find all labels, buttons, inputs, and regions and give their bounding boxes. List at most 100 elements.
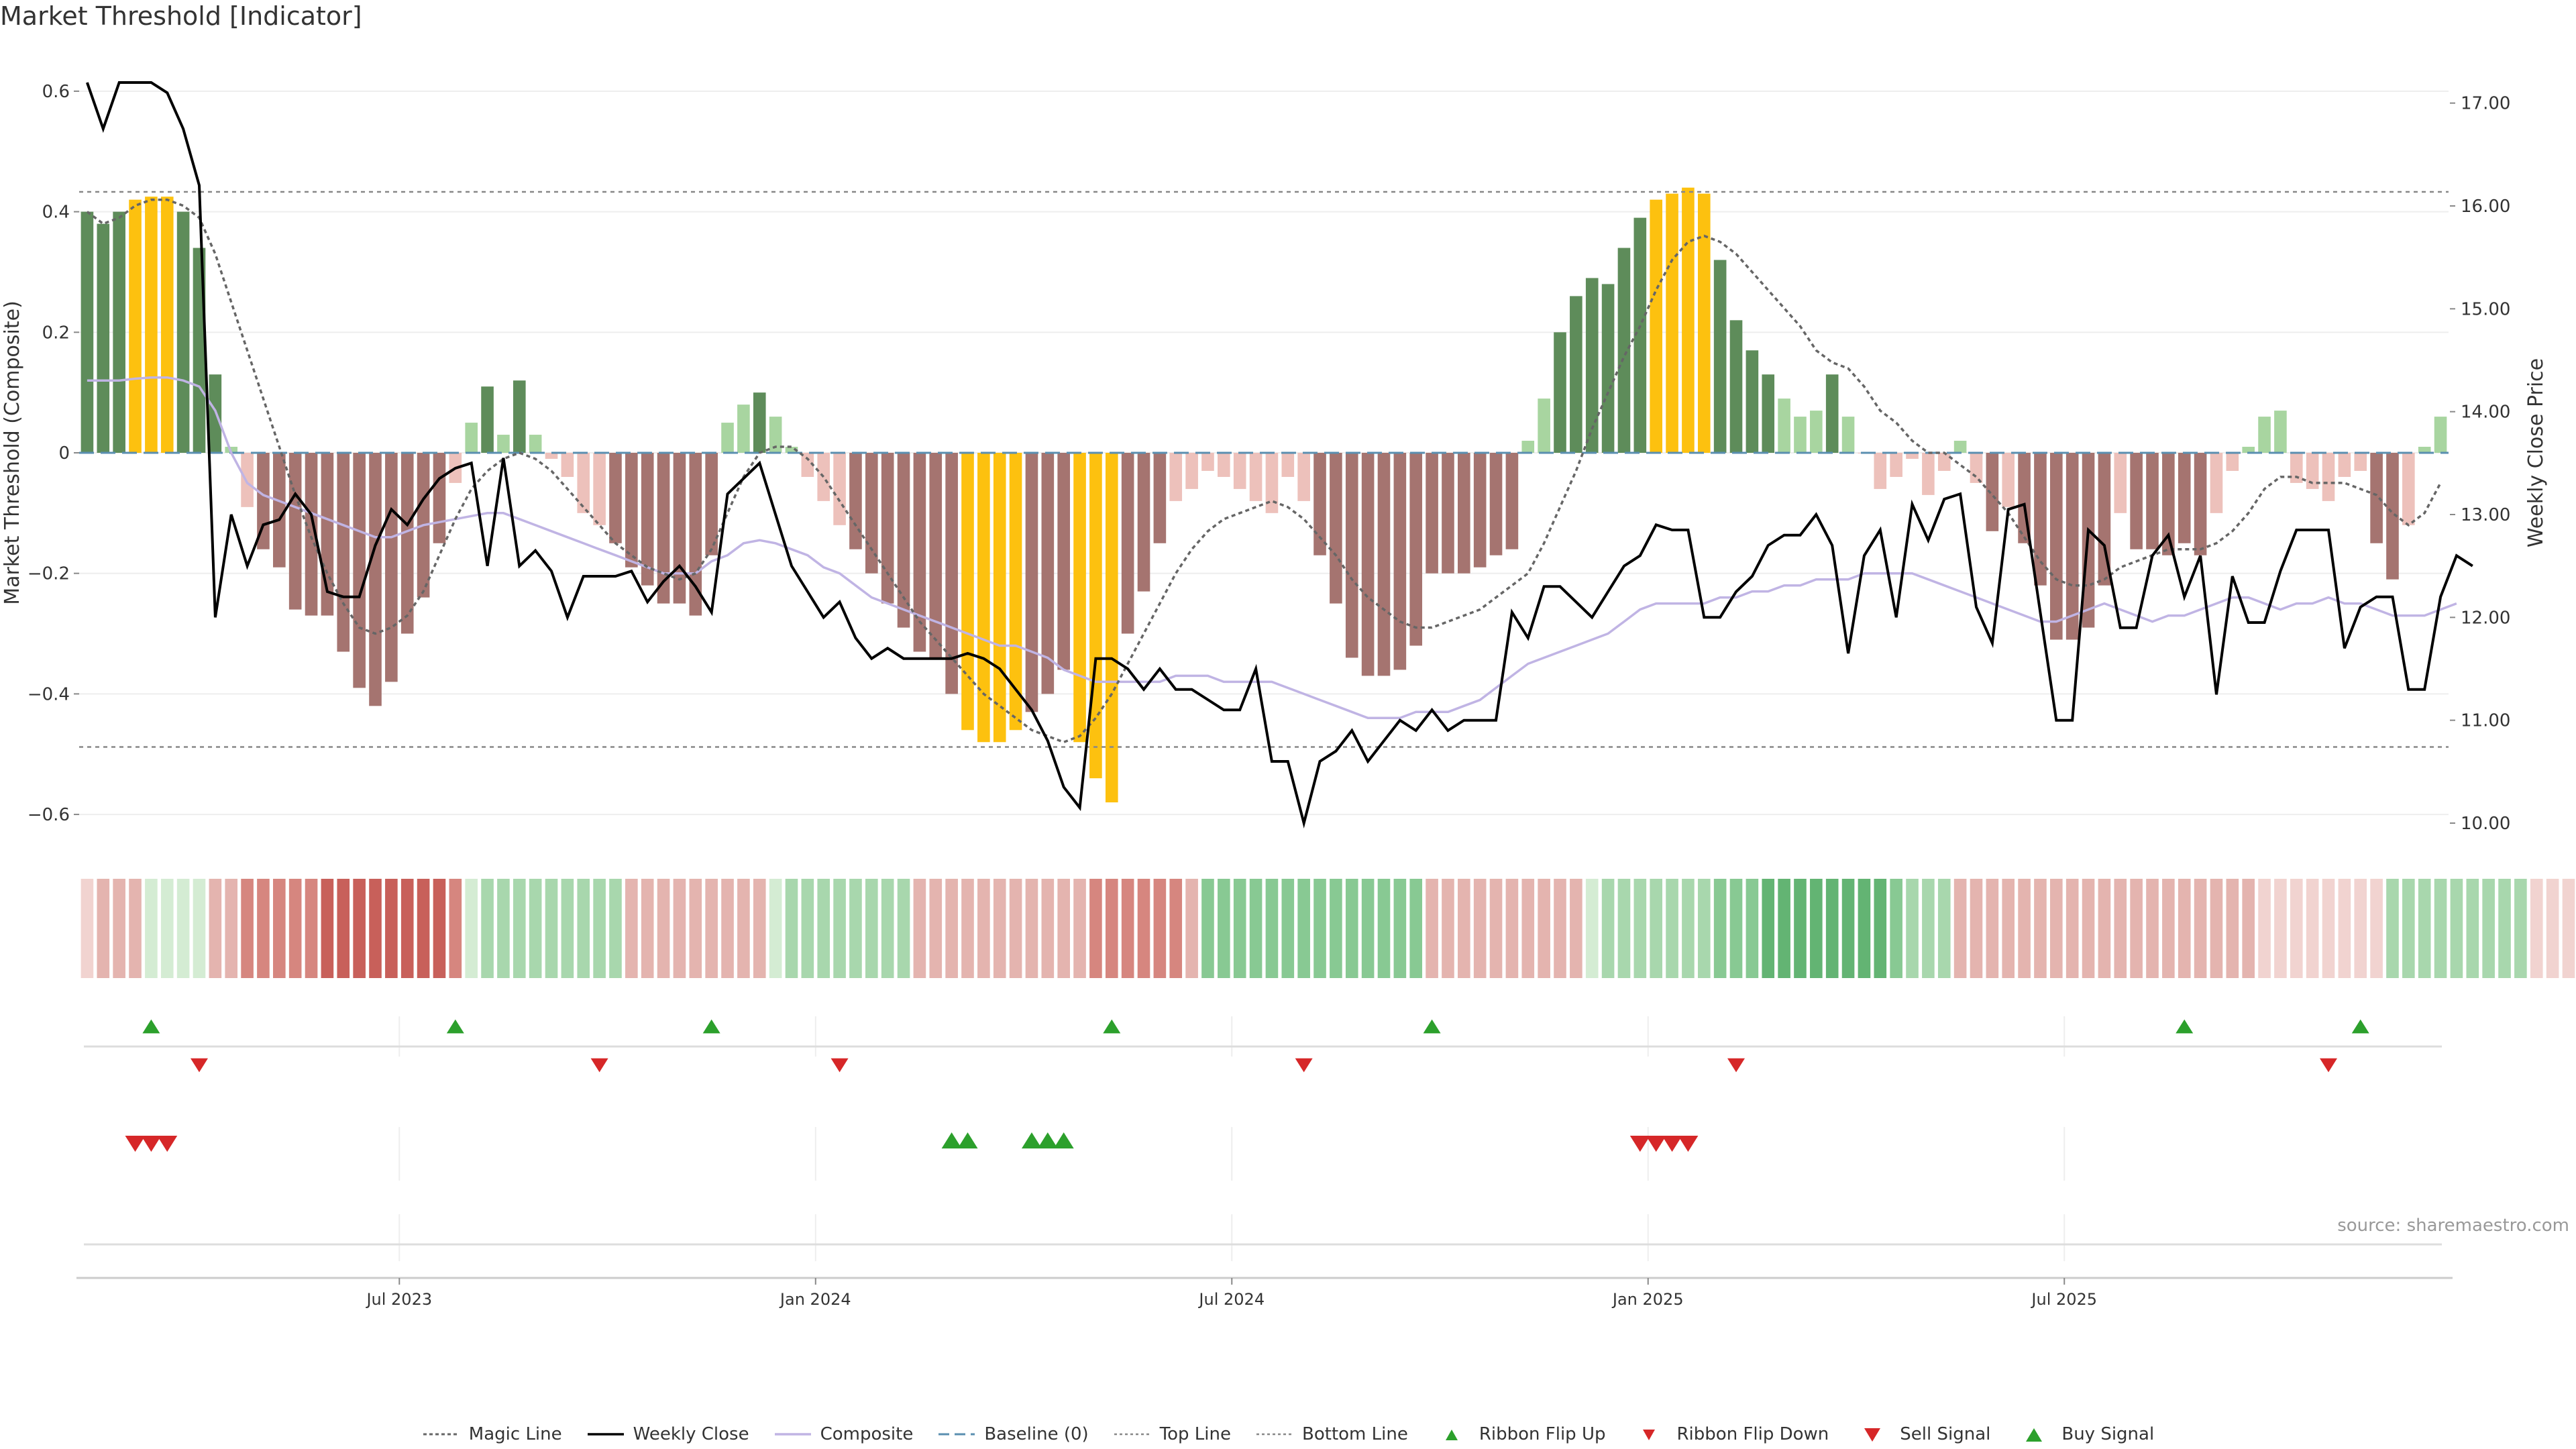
ribbon-cell [945, 879, 958, 978]
composite-bar [513, 380, 526, 453]
legend-item: Composite [773, 1424, 913, 1444]
solid-line-lavender-icon [774, 1433, 811, 1436]
ribbon-cell [1970, 879, 1983, 978]
ribbon-cell [593, 879, 606, 978]
ribbon-cell [1601, 879, 1615, 978]
chart-title: Market Threshold [Indicator] [0, 1, 362, 31]
ribbon-cell [193, 879, 206, 978]
composite-bar [801, 453, 814, 477]
signal-layer [84, 1019, 2442, 1246]
composite-bar [97, 223, 110, 453]
ribbon-cell [849, 879, 862, 978]
ribbon-cell [2065, 879, 2079, 978]
ribbon-cell [1393, 879, 1407, 978]
ribbon-cell [1218, 879, 1230, 978]
composite-bar [1970, 453, 1983, 483]
composite-bar [897, 453, 910, 628]
ribbon-cell [2194, 879, 2207, 978]
composite-bar [1185, 453, 1198, 489]
composite-bar [1169, 453, 1183, 501]
composite-bar [1153, 453, 1167, 543]
left-tick-label: −0.2 [28, 564, 70, 584]
grid-layer [79, 90, 2449, 1261]
composite-bar [1554, 332, 1566, 453]
left-tick-label: −0.4 [28, 684, 70, 704]
ribbon-cell [1906, 879, 1919, 978]
composite-bar [1746, 350, 1759, 453]
ribbon-cell [545, 879, 558, 978]
composite-bar [2114, 453, 2127, 513]
right-axis-label: Weekly Close Price [2524, 358, 2548, 547]
ribbon-cell [1489, 879, 1503, 978]
ribbon-cell [2130, 879, 2143, 978]
composite-bar [465, 423, 478, 453]
composite-bar [1633, 217, 1647, 453]
composite-bar [913, 453, 926, 652]
ribbon-cell [1762, 879, 1775, 978]
ribbon-cell [481, 879, 494, 978]
composite-bar [881, 453, 894, 604]
composite-bar [1521, 441, 1535, 453]
ribbon-cell [1986, 879, 1999, 978]
ribbon-cell [417, 879, 430, 978]
ribbon-cell [817, 879, 830, 978]
legend-item: Buy Signal [2015, 1424, 2154, 1444]
ribbon-cell [1697, 879, 1711, 978]
composite-bar [481, 386, 494, 453]
composite-bar [1874, 453, 1887, 489]
ribbon-cell [1746, 879, 1759, 978]
ribbon-cell [1874, 879, 1887, 978]
triangle-down-red-large-icon [1864, 1428, 1881, 1442]
ribbon-cell [1313, 879, 1326, 978]
composite-bar [2354, 453, 2367, 471]
axis-layer: 0.6 0.4 0.2 0 −0.2 −0.4 −0.6 Market Threshold (… [1, 82, 2548, 834]
ribbon-cell [2482, 879, 2495, 978]
composite-bar [241, 453, 254, 507]
ribbon-cell [961, 879, 974, 978]
composite-bar [1361, 453, 1375, 676]
composite-bar [1201, 453, 1214, 471]
composite-bar [1345, 453, 1358, 658]
legend-item: Ribbon Flip Up [1432, 1424, 1606, 1444]
legend-item: Weekly Close [586, 1424, 749, 1444]
legend-label: Ribbon Flip Up [1479, 1424, 1606, 1444]
ribbon-cell [1137, 879, 1150, 978]
left-tick-label: 0.4 [42, 203, 70, 223]
ribbon-cell [1330, 879, 1342, 978]
composite-bar [80, 211, 94, 453]
ribbon-cell [321, 879, 334, 978]
ribbon-cell [1937, 879, 1951, 978]
buy-signal-marker [957, 1132, 978, 1148]
composite-bar [1297, 453, 1310, 501]
ribbon-cell [2338, 879, 2351, 978]
composite-bar [129, 199, 142, 453]
composite-bar [1986, 453, 1999, 531]
composite-bar [2146, 453, 2159, 549]
ribbon-flip-up-marker [702, 1019, 720, 1034]
ribbon-cell [673, 879, 686, 978]
ribbon-cell [609, 879, 622, 978]
source-credit: source: sharemaestro.com [2337, 1216, 2569, 1236]
ribbon-cell [1729, 879, 1743, 978]
ribbon-cell [1858, 879, 1871, 978]
ribbon-cell [705, 879, 718, 978]
composite-bar [641, 453, 654, 586]
ribbon-cell [2050, 879, 2063, 978]
ribbon-cell [2450, 879, 2463, 978]
sell-signal-marker [157, 1136, 178, 1152]
ribbon-flip-down-marker [830, 1058, 849, 1073]
ribbon-cell [2466, 879, 2479, 978]
composite-bar [545, 453, 558, 459]
sell-signal-marker [141, 1136, 162, 1152]
ribbon-cell [2354, 879, 2367, 978]
ribbon-cell [2322, 879, 2335, 978]
ribbon-cell [2546, 879, 2559, 978]
ribbon-cell [2034, 879, 2047, 978]
composite-bar [561, 453, 574, 477]
ribbon-cell [529, 879, 542, 978]
ribbon-cell [1153, 879, 1167, 978]
left-tick-label: 0.2 [42, 323, 70, 343]
composite-bar [2418, 447, 2431, 453]
ribbon-cell [1794, 879, 1807, 978]
ribbon-flip-down-marker [590, 1058, 608, 1073]
